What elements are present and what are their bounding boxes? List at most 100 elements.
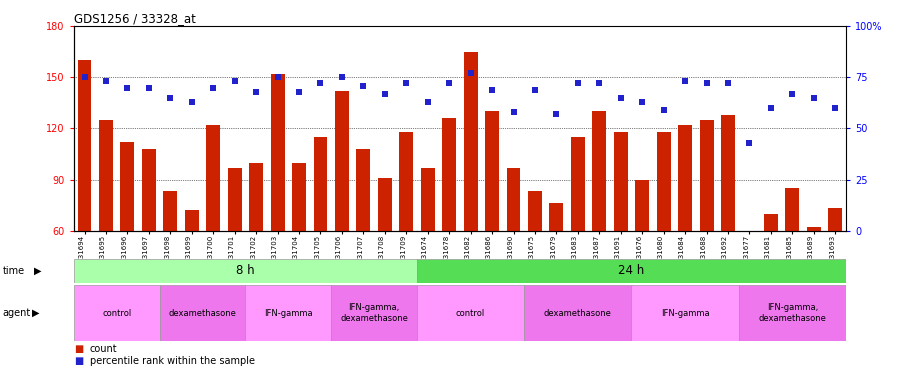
Bar [507,168,520,231]
Bar [442,118,456,231]
Bar [828,209,842,231]
Bar [657,132,670,231]
Bar [524,285,632,341]
Point [335,74,349,80]
Bar [356,149,370,231]
Point [420,99,435,105]
Bar [739,285,846,341]
Text: ▶: ▶ [32,308,40,318]
Bar [378,178,392,231]
Point [721,81,735,87]
Point [742,140,757,146]
Point [635,99,650,105]
Text: IFN-gamma,
dexamethasone: IFN-gamma, dexamethasone [340,303,408,323]
Text: 24 h: 24 h [618,264,644,278]
Bar [635,180,649,231]
Text: time: time [3,266,25,276]
Point [571,81,585,87]
Bar [246,285,331,341]
Text: dexamethasone: dexamethasone [168,309,237,318]
Bar [313,137,328,231]
Bar [159,285,246,341]
Bar [614,132,627,231]
Bar [421,168,435,231]
Point [141,85,156,91]
Bar [550,203,563,231]
Point [184,99,199,105]
Text: ▶: ▶ [34,266,41,276]
Point [356,82,371,88]
Point [785,91,799,97]
Text: count: count [90,344,118,354]
Point [614,95,628,101]
Bar [121,142,134,231]
Bar [464,52,478,231]
Point [292,88,306,94]
Bar [99,120,112,231]
Bar [400,132,413,231]
Bar [206,125,220,231]
Bar [271,74,284,231]
Text: control: control [102,309,131,318]
Bar [184,210,199,231]
Bar [721,115,735,231]
Bar [807,227,821,231]
Text: GDS1256 / 33328_at: GDS1256 / 33328_at [74,12,195,25]
Bar [632,285,739,341]
Point [656,107,670,113]
Bar [164,192,177,231]
Bar [786,188,799,231]
Bar [74,259,417,283]
Bar [331,285,417,341]
Bar [592,111,607,231]
Point [527,87,542,93]
Text: IFN-gamma,
dexamethasone: IFN-gamma, dexamethasone [759,303,826,323]
Text: ■: ■ [74,344,83,354]
Text: dexamethasone: dexamethasone [544,309,612,318]
Point [163,95,177,101]
Point [485,87,500,93]
Point [121,85,135,91]
Bar [742,231,756,329]
Bar [485,111,499,231]
Text: ■: ■ [74,356,83,366]
Text: 8 h: 8 h [236,264,255,278]
Bar [249,162,263,231]
Text: control: control [456,309,485,318]
Point [442,81,456,87]
Bar [74,285,159,341]
Point [678,78,692,84]
Bar [699,120,714,231]
Point [699,81,714,87]
Point [99,78,113,84]
Text: agent: agent [3,308,31,318]
Bar [77,60,92,231]
Bar [528,192,542,231]
Point [270,74,284,80]
Text: IFN-gamma: IFN-gamma [661,309,709,318]
Bar [292,162,306,231]
Point [549,111,563,117]
Bar [417,285,524,341]
Point [313,81,328,87]
Text: percentile rank within the sample: percentile rank within the sample [90,356,255,366]
Bar [228,168,241,231]
Point [249,88,264,94]
Point [464,70,478,76]
Point [806,95,821,101]
Point [206,85,220,91]
Point [399,81,413,87]
Point [764,105,778,111]
Text: IFN-gamma: IFN-gamma [264,309,312,318]
Point [77,74,92,80]
Bar [571,137,585,231]
Point [378,91,392,97]
Point [228,78,242,84]
Point [592,81,607,87]
Bar [764,214,778,231]
Point [507,109,521,115]
Bar [679,125,692,231]
Bar [417,259,846,283]
Point [828,105,842,111]
Bar [335,91,349,231]
